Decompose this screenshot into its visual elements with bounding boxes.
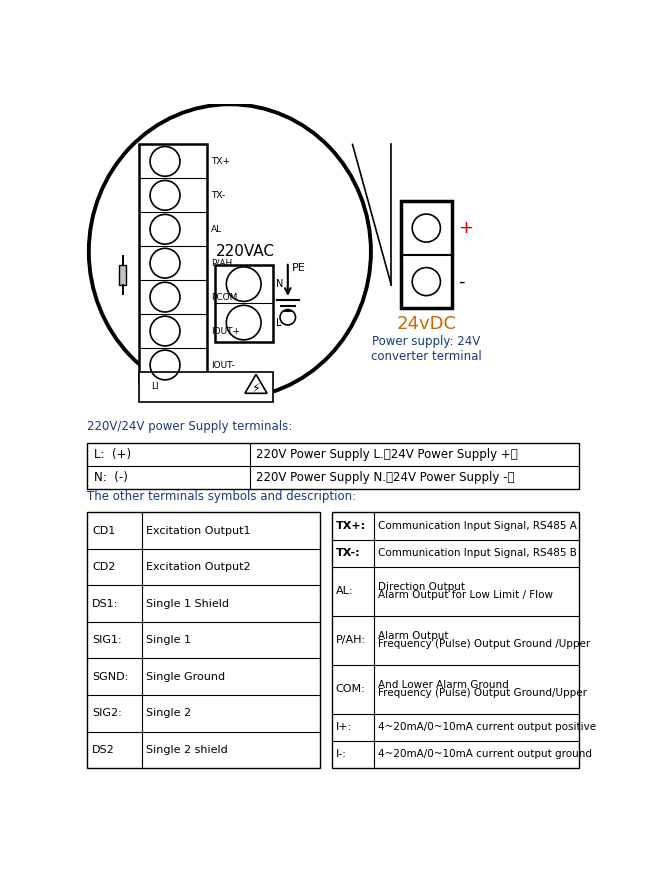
Text: Power supply: 24V: Power supply: 24V (372, 335, 480, 348)
Text: Frequency (Pulse) Output Ground/Upper: Frequency (Pulse) Output Ground/Upper (378, 688, 587, 699)
Text: 4~20mA/0~10mA current output ground: 4~20mA/0~10mA current output ground (378, 749, 592, 760)
Text: LI: LI (151, 382, 159, 392)
Bar (214, 265, 273, 342)
Text: COM:: COM: (335, 684, 365, 694)
Bar (332, 513, 578, 768)
Text: Alarm Output for Low Limit / Flow: Alarm Output for Low Limit / Flow (378, 590, 553, 600)
Text: Single 2 shield: Single 2 shield (146, 745, 228, 755)
Text: P/AH: P/AH (211, 259, 232, 268)
Text: Direction Output: Direction Output (378, 582, 465, 592)
Text: converter terminal: converter terminal (371, 350, 482, 363)
Text: Excitation Output2: Excitation Output2 (146, 562, 251, 572)
Text: Frequency (Pulse) Output Ground /Upper: Frequency (Pulse) Output Ground /Upper (378, 640, 590, 649)
Bar (119, 265, 126, 285)
Text: I+:: I+: (335, 722, 352, 733)
Text: Single Ground: Single Ground (146, 672, 226, 681)
Text: TX-: TX- (211, 191, 226, 200)
Text: 4~20mA/0~10mA current output positive: 4~20mA/0~10mA current output positive (378, 722, 596, 733)
Text: TX+: TX+ (211, 157, 230, 166)
Text: ⚡: ⚡ (252, 381, 261, 395)
Text: P/AH:: P/AH: (335, 635, 365, 645)
Text: 220V/24V power Supply terminals:: 220V/24V power Supply terminals: (88, 420, 292, 433)
Text: Alarm Output: Alarm Output (378, 631, 448, 641)
Text: CD2: CD2 (92, 562, 116, 572)
Text: AL: AL (211, 225, 222, 234)
Text: SIG1:: SIG1: (92, 635, 122, 645)
Text: IOUT-: IOUT- (211, 361, 235, 369)
Text: AL:: AL: (335, 587, 353, 596)
Bar (139, 372, 273, 402)
Text: TX-:: TX-: (335, 548, 360, 558)
Text: PE: PE (292, 263, 306, 274)
Text: 220VAC: 220VAC (216, 243, 276, 259)
Text: And Lower Alarm Ground: And Lower Alarm Ground (378, 680, 509, 690)
Text: Excitation Output1: Excitation Output1 (146, 526, 251, 535)
Text: TX+:: TX+: (335, 521, 365, 531)
Text: CD1: CD1 (92, 526, 115, 535)
Bar (401, 202, 452, 308)
Text: DS1:: DS1: (92, 599, 118, 608)
Text: I-:: I-: (335, 749, 346, 760)
Text: SGND:: SGND: (92, 672, 128, 681)
Text: L: L (276, 317, 281, 328)
Polygon shape (245, 375, 267, 394)
Text: N:  (-): N: (-) (94, 471, 127, 484)
Bar (88, 443, 578, 489)
Text: PCOM: PCOM (211, 293, 237, 302)
Text: N: N (276, 279, 283, 289)
Text: Communication Input Signal, RS485 A: Communication Input Signal, RS485 A (378, 521, 577, 531)
Text: SIG2:: SIG2: (92, 708, 122, 719)
Text: Single 1: Single 1 (146, 635, 191, 645)
Bar (88, 513, 320, 768)
Text: +: + (458, 219, 473, 237)
Text: Single 2: Single 2 (146, 708, 192, 719)
Text: -: - (458, 273, 464, 290)
Text: 24vDC: 24vDC (396, 315, 456, 333)
Text: IOUT+: IOUT+ (211, 327, 240, 335)
Text: 220V Power Supply N.（24V Power Supply -）: 220V Power Supply N.（24V Power Supply -） (256, 471, 514, 484)
Text: Communication Input Signal, RS485 B: Communication Input Signal, RS485 B (378, 548, 577, 558)
Text: Single 1 Shield: Single 1 Shield (146, 599, 229, 608)
Text: 220V Power Supply L.（24V Power Supply +）: 220V Power Supply L.（24V Power Supply +） (256, 448, 517, 461)
Bar (139, 144, 207, 382)
Text: The other terminals symbols and description:: The other terminals symbols and descript… (88, 490, 357, 503)
Text: L:  (+): L: (+) (94, 448, 131, 461)
Text: DS2: DS2 (92, 745, 115, 755)
